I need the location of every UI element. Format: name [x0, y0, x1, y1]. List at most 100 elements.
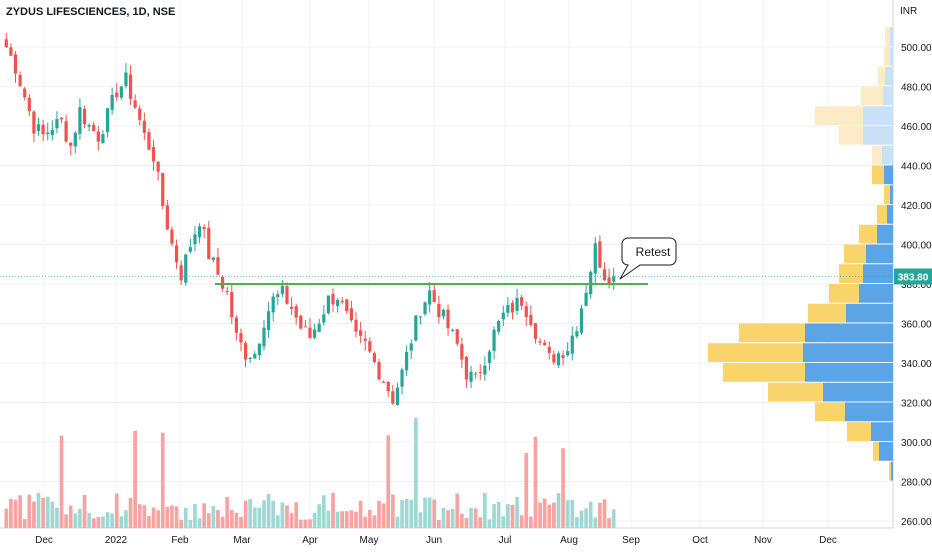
candle-body — [423, 302, 427, 314]
volume-bar — [381, 503, 386, 528]
volume-bar — [197, 518, 202, 528]
volume-bar — [96, 517, 101, 528]
candle-body — [294, 306, 298, 318]
candle-body — [184, 254, 188, 283]
candle-body — [368, 341, 372, 352]
volume-bar — [73, 513, 78, 528]
volume-bar — [22, 519, 27, 528]
volume-bar — [372, 515, 377, 528]
volume-bar — [128, 497, 133, 528]
volume-profile-sell — [739, 323, 805, 343]
volume-bar — [179, 519, 183, 528]
x-tick-label: May — [360, 535, 379, 546]
candle-body — [510, 303, 515, 313]
volume-profile-buy — [887, 205, 893, 224]
volume-profile-sell — [872, 145, 882, 165]
volume-bar — [413, 417, 418, 528]
candle-body — [354, 319, 358, 332]
candle-body — [598, 241, 602, 268]
candle-body — [552, 354, 556, 363]
volume-bar — [335, 511, 340, 528]
candle-body — [73, 132, 77, 147]
volume-bar — [533, 436, 538, 528]
x-tick-label: Mar — [233, 535, 251, 546]
volume-bar — [110, 513, 114, 528]
retest-callout — [619, 237, 677, 280]
candle-body — [524, 306, 528, 317]
volume-bar — [91, 518, 96, 528]
candle-body — [115, 92, 119, 98]
volume-bar — [64, 514, 68, 528]
candle-body — [566, 351, 570, 356]
volume-bar — [524, 453, 529, 528]
candle-body — [96, 131, 100, 142]
candle-body — [207, 227, 211, 260]
candle-body — [138, 108, 142, 121]
retest-label: Retest — [636, 245, 671, 259]
candle-body — [285, 286, 289, 304]
volume-bar — [561, 448, 565, 528]
volume-bar — [151, 507, 156, 528]
volume-profile-sell — [708, 343, 803, 362]
candle-body — [105, 108, 110, 132]
volume-bar — [501, 516, 506, 528]
candle-body — [101, 133, 105, 144]
candle-body — [161, 173, 165, 206]
volume-bar — [55, 507, 59, 528]
volume-bar — [45, 496, 50, 528]
volume-bar — [243, 500, 248, 528]
volume-bar — [556, 493, 561, 528]
candle-body — [276, 294, 280, 298]
volume-bar — [252, 507, 257, 528]
y-tick-label: 300.00 — [901, 438, 932, 449]
y-tick-label: 280.00 — [901, 478, 932, 489]
candle-body — [211, 257, 215, 261]
candle-body — [331, 293, 335, 305]
volume-profile-buy — [803, 343, 893, 362]
candle-body — [234, 317, 238, 333]
candle-body — [23, 88, 27, 98]
volume-bar — [386, 435, 391, 528]
candle-body — [188, 247, 192, 252]
volume-profile-buy — [823, 382, 893, 402]
volume-bar — [483, 492, 487, 528]
volume-bar — [27, 494, 32, 528]
volume-bar — [349, 510, 354, 528]
volume-bar — [202, 503, 207, 528]
candle-body — [561, 355, 565, 359]
x-tick-label: 2022 — [105, 535, 128, 546]
volume-bar — [529, 516, 533, 528]
candle-body — [497, 320, 501, 332]
volume-profile-sell — [815, 402, 845, 422]
volume-profile-buy — [846, 303, 893, 323]
candle-body — [119, 86, 123, 98]
candle-body — [280, 285, 285, 294]
volume-bar — [515, 496, 519, 528]
volume-bar — [340, 511, 345, 528]
volume-bar — [119, 516, 124, 528]
volume-bar — [598, 502, 602, 528]
volume-bar — [510, 504, 515, 528]
volume-profile-buy — [805, 363, 893, 382]
volume-profile-sell — [877, 205, 887, 224]
volume-profile-buy — [885, 66, 893, 86]
candle-body — [326, 295, 331, 314]
volume-bar — [266, 493, 271, 528]
candle-body — [487, 351, 492, 363]
volume-bar — [257, 507, 262, 528]
volume-bar — [441, 507, 446, 528]
candle-body — [409, 343, 413, 351]
volume-bar — [464, 518, 469, 528]
candle-body — [570, 335, 574, 354]
volume-profile-sell — [861, 86, 883, 106]
candle-body — [179, 265, 183, 281]
currency-label: INR — [900, 6, 918, 17]
volume-bar — [275, 515, 280, 528]
y-tick-label: 400.00 — [901, 241, 932, 252]
volume-profile-buy — [871, 422, 893, 441]
candle-body — [266, 311, 271, 331]
volume-bar — [137, 504, 142, 528]
candle-body — [46, 132, 50, 135]
